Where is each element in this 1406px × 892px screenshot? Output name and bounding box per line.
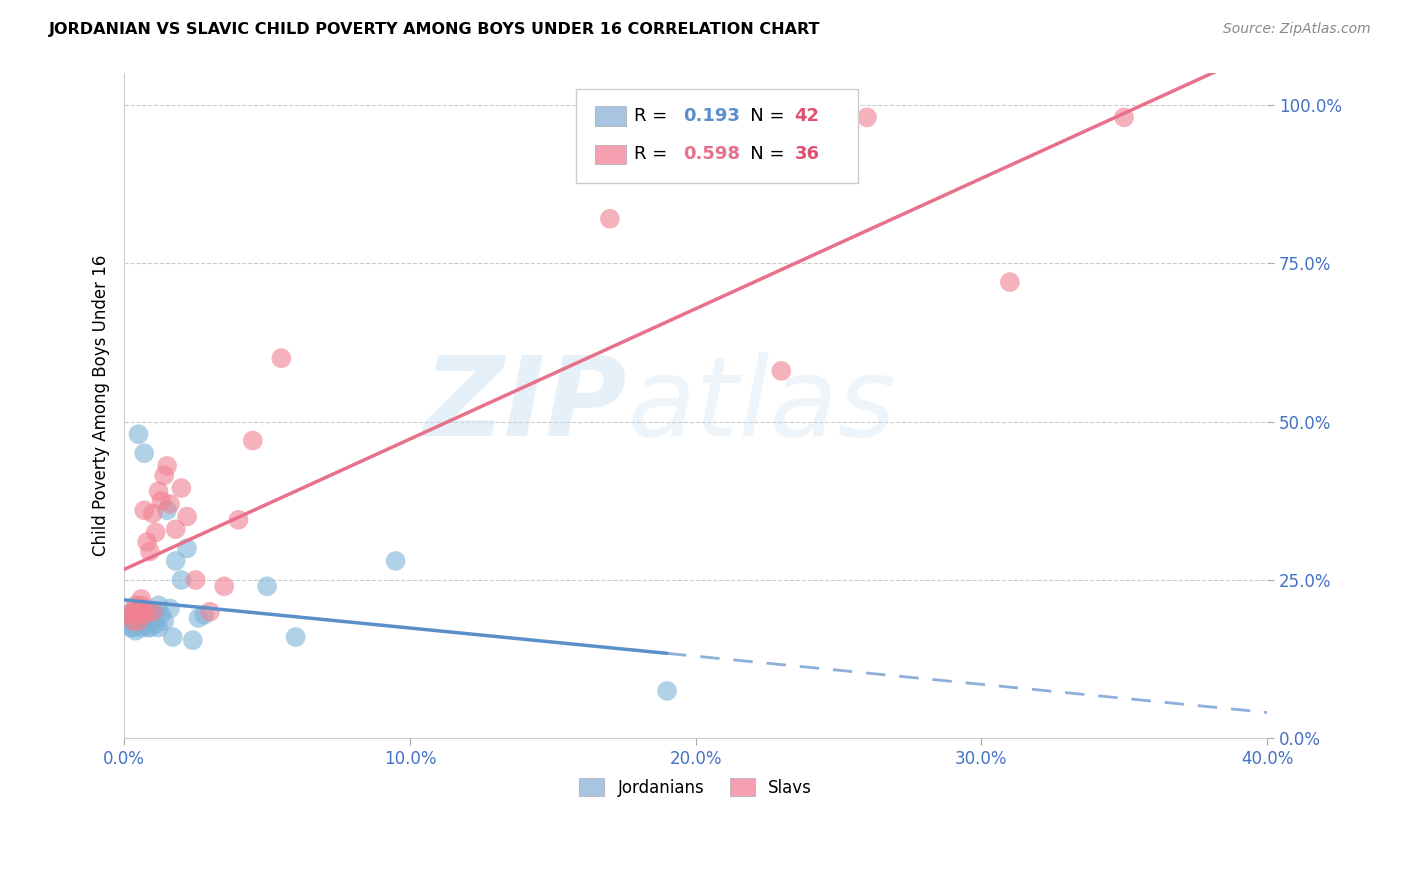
Text: N =: N =	[733, 107, 790, 125]
Point	[145, 607, 167, 622]
Point	[139, 620, 162, 634]
Point	[134, 614, 156, 628]
Point	[212, 579, 235, 593]
Point	[655, 684, 678, 698]
Y-axis label: Child Poverty Among Boys Under 16: Child Poverty Among Boys Under 16	[93, 255, 110, 557]
Point	[384, 554, 406, 568]
Point	[118, 620, 141, 634]
Point	[170, 573, 193, 587]
Point	[142, 614, 165, 628]
Point	[134, 503, 156, 517]
Point	[121, 611, 143, 625]
Point	[131, 620, 153, 634]
Point	[145, 617, 167, 632]
Point	[150, 493, 173, 508]
Text: ZIP: ZIP	[423, 352, 627, 459]
Point	[242, 434, 264, 448]
Point	[128, 605, 150, 619]
Text: N =: N =	[733, 145, 790, 163]
Point	[121, 605, 143, 619]
Point	[156, 503, 179, 517]
Point	[136, 611, 159, 625]
Point	[124, 624, 146, 638]
Text: 36: 36	[794, 145, 820, 163]
Text: R =: R =	[634, 107, 673, 125]
Point	[228, 513, 250, 527]
Text: atlas: atlas	[627, 352, 896, 459]
Point	[128, 614, 150, 628]
Point	[134, 607, 156, 622]
Point	[118, 614, 141, 628]
Point	[181, 633, 204, 648]
Point	[770, 364, 793, 378]
Point	[136, 605, 159, 619]
Point	[131, 592, 153, 607]
Point	[136, 535, 159, 549]
Point	[124, 599, 146, 613]
Point	[139, 544, 162, 558]
Point	[131, 599, 153, 613]
Text: JORDANIAN VS SLAVIC CHILD POVERTY AMONG BOYS UNDER 16 CORRELATION CHART: JORDANIAN VS SLAVIC CHILD POVERTY AMONG …	[49, 22, 821, 37]
Point	[131, 611, 153, 625]
Text: R =: R =	[634, 145, 673, 163]
Point	[170, 481, 193, 495]
Point	[121, 620, 143, 634]
Point	[142, 605, 165, 619]
Point	[128, 605, 150, 619]
Text: 0.193: 0.193	[683, 107, 740, 125]
Point	[121, 605, 143, 619]
Point	[156, 458, 179, 473]
Point	[184, 573, 207, 587]
Point	[121, 614, 143, 628]
Point	[256, 579, 278, 593]
Point	[124, 607, 146, 622]
Point	[159, 601, 181, 615]
Point	[148, 599, 170, 613]
Point	[270, 351, 292, 366]
Point	[193, 607, 215, 622]
Point	[139, 614, 162, 628]
Point	[136, 620, 159, 634]
Point	[599, 211, 621, 226]
Point	[124, 614, 146, 628]
Point	[150, 607, 173, 622]
Point	[162, 630, 184, 644]
Point	[115, 607, 138, 622]
Point	[198, 605, 221, 619]
Point	[128, 427, 150, 442]
Point	[187, 611, 209, 625]
Point	[142, 507, 165, 521]
Point	[1114, 111, 1136, 125]
Point	[998, 275, 1021, 289]
Legend: Jordanians, Slavs: Jordanians, Slavs	[572, 772, 818, 804]
Point	[159, 497, 181, 511]
Point	[118, 607, 141, 622]
Point	[153, 614, 176, 628]
Point	[128, 611, 150, 625]
Point	[284, 630, 307, 644]
Point	[145, 525, 167, 540]
Point	[165, 554, 187, 568]
Point	[148, 484, 170, 499]
Point	[134, 446, 156, 460]
Point	[165, 522, 187, 536]
Text: 0.598: 0.598	[683, 145, 741, 163]
Text: 42: 42	[794, 107, 820, 125]
Point	[124, 607, 146, 622]
Point	[176, 541, 198, 556]
Point	[148, 620, 170, 634]
Text: Source: ZipAtlas.com: Source: ZipAtlas.com	[1223, 22, 1371, 37]
Point	[856, 111, 879, 125]
Point	[176, 509, 198, 524]
Point	[142, 605, 165, 619]
Point	[153, 468, 176, 483]
Point	[134, 607, 156, 622]
